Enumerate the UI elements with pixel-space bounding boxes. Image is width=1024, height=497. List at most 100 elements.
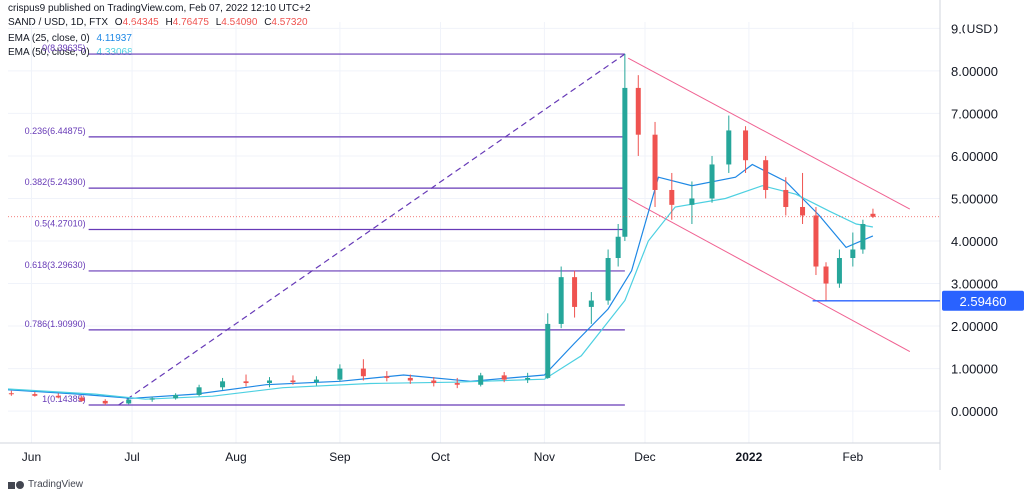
candle-body <box>32 394 38 396</box>
tradingview-logo-icon <box>8 480 24 490</box>
candle-body <box>669 189 675 205</box>
candle-body <box>384 376 390 378</box>
candle-body <box>813 215 819 267</box>
fib-level-label: 0.5(4.27010) <box>35 219 86 229</box>
candle-body <box>431 380 437 384</box>
candle-body <box>243 381 249 384</box>
y-tick-label: 0.00000 <box>951 404 998 419</box>
y-tick-label: 5.00000 <box>951 191 998 206</box>
candle-body <box>558 277 564 324</box>
ema25-legend: EMA (25, close, 0) 4.11937 <box>8 33 132 44</box>
channel-line <box>627 198 911 353</box>
candle-body <box>652 134 658 190</box>
candle-body <box>836 258 842 284</box>
candle-body <box>860 223 866 250</box>
fib-level-label: 0(8.39635) <box>42 43 86 53</box>
candle-body <box>743 130 749 161</box>
ohlc-low-label: L <box>215 17 222 28</box>
candle-body <box>689 198 695 205</box>
x-tick-label: Sep <box>329 450 351 464</box>
channel-line <box>627 57 911 210</box>
support-price-tag <box>942 290 1024 311</box>
candle-body <box>850 249 856 259</box>
candle-body <box>763 160 769 190</box>
support-price-label: 2.59460 <box>960 294 1007 309</box>
x-tick-label: Aug <box>225 450 246 464</box>
candle-body <box>313 379 319 383</box>
brand-name: TradingView <box>28 479 84 490</box>
fib-level-label: 0.236(6.44875) <box>25 126 86 136</box>
ohlc-low-value: 4.54090 <box>221 17 258 28</box>
candle-body <box>407 377 413 381</box>
ohlc-high-label: H <box>165 17 173 28</box>
candle-body <box>783 189 789 207</box>
candle-body <box>266 380 272 384</box>
ohlc-open-label: O <box>114 17 123 28</box>
candle-body <box>478 375 484 385</box>
brand-footer: TradingView <box>8 479 83 490</box>
candle-body <box>588 300 594 307</box>
ohlc-high-value: 4.76475 <box>172 17 209 28</box>
ohlc-open-value: 4.64345 <box>122 17 159 28</box>
candle-body <box>8 393 14 395</box>
x-tick-label: 2022 <box>736 450 763 464</box>
candle-body <box>525 377 531 380</box>
candle-body <box>726 130 732 165</box>
ema50-line <box>7 185 874 400</box>
y-tick-label: 1.00000 <box>951 362 998 377</box>
x-tick-label: Jul <box>124 450 139 464</box>
fib-level-label: 0.382(5.24390) <box>25 177 86 187</box>
candle-body <box>605 258 611 301</box>
ema50-value: 4.33068 <box>96 47 133 58</box>
ohlc-close-label: C <box>264 17 272 28</box>
x-tick-label: Feb <box>842 450 863 464</box>
fib-trend-line <box>118 53 626 406</box>
candle-body <box>572 277 578 307</box>
y-tick-label: 6.00000 <box>951 149 998 164</box>
fib-level-label: 1(0.14385) <box>42 394 86 404</box>
candle-body <box>615 236 621 259</box>
candle-body <box>220 381 226 388</box>
candle-body <box>360 368 366 377</box>
candle-body <box>290 380 296 383</box>
candle-body <box>622 87 628 237</box>
x-tick-label: Dec <box>634 450 655 464</box>
x-tick-label: Jun <box>22 450 41 464</box>
symbol-label: SAND / USD, 1D, FTX <box>8 17 109 28</box>
ema50-label: EMA (50, close, 0) <box>8 47 90 58</box>
candle-body <box>173 394 179 399</box>
candle-body <box>545 323 551 378</box>
candle-body <box>126 399 132 404</box>
currency-label: USD <box>964 22 994 36</box>
candle-body <box>800 206 806 216</box>
symbol-legend: SAND / USD, 1D, FTX O4.64345 H4.76475 L4… <box>8 17 308 28</box>
y-tick-label: 7.00000 <box>951 106 998 121</box>
fib-level-label: 0.618(3.29630) <box>25 260 86 270</box>
x-tick-label: Oct <box>431 450 450 464</box>
candle-body <box>709 164 715 199</box>
candle-body <box>635 87 641 135</box>
candle-body <box>501 375 507 380</box>
ema25-label: EMA (25, close, 0) <box>8 33 90 44</box>
candle-body <box>102 400 108 404</box>
ema50-legend: EMA (50, close, 0) 4.33068 <box>8 47 133 58</box>
x-tick-label: Nov <box>534 450 555 464</box>
fib-level-label: 0.786(1.90990) <box>25 319 86 329</box>
candle-body <box>55 395 61 398</box>
candle-body <box>196 387 202 395</box>
y-tick-label: 2.00000 <box>951 319 998 334</box>
y-tick-label: 8.00000 <box>951 64 998 79</box>
candle-body <box>870 213 876 217</box>
candle-body <box>149 398 155 400</box>
candle-body <box>79 397 85 401</box>
published-caption: crispus9 published on TradingView.com, F… <box>8 3 311 14</box>
ema25-value: 4.11937 <box>96 33 132 44</box>
candle-body <box>823 266 829 284</box>
candle-body <box>454 383 460 385</box>
ohlc-close-value: 4.57320 <box>271 17 308 28</box>
candle-body <box>337 368 343 380</box>
ema25-line <box>7 163 874 399</box>
y-tick-label: 3.00000 <box>951 277 998 292</box>
